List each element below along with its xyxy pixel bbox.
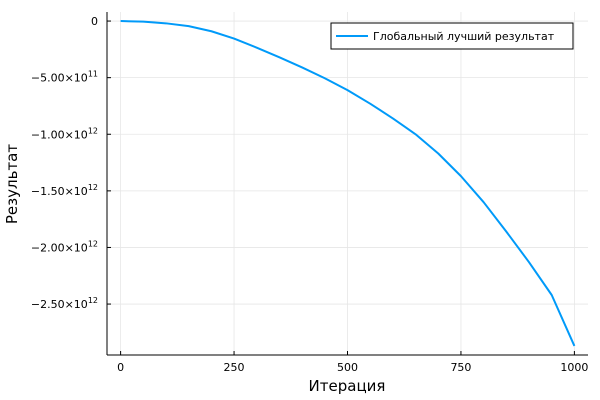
legend-box xyxy=(330,22,574,50)
x-tick-labels: 0 250 500 750 1000 xyxy=(117,361,588,374)
x-axis-title: Итерация xyxy=(309,377,386,395)
y-tick-label: −1.50×1012 xyxy=(31,183,98,198)
y-axis-title: Результат xyxy=(3,144,21,224)
x-tick-label: 1000 xyxy=(560,361,588,374)
y-tick-labels: 0 −5.00×1011 −1.00×1012 −1.50×1012 −2.00×101… xyxy=(31,15,98,311)
y-tick-label: −1.00×1012 xyxy=(31,126,98,141)
x-tick-label: 750 xyxy=(450,361,471,374)
y-tick-label: −2.50×1012 xyxy=(31,296,98,311)
x-tick-label: 0 xyxy=(117,361,124,374)
legend: Глобальный лучший результат xyxy=(330,22,574,50)
y-tick-label: −2.00×1012 xyxy=(31,239,98,254)
y-tick-label: −5.00×1011 xyxy=(31,70,98,85)
x-tick-label: 500 xyxy=(337,361,358,374)
legend-label: Глобальный лучший результат xyxy=(373,30,555,43)
grid-lines xyxy=(107,12,588,355)
series-layer xyxy=(120,20,576,347)
x-tick-label: 250 xyxy=(224,361,245,374)
series-line-0 xyxy=(120,20,576,347)
y-tick-label: 0 xyxy=(91,15,98,28)
axes xyxy=(106,12,588,356)
